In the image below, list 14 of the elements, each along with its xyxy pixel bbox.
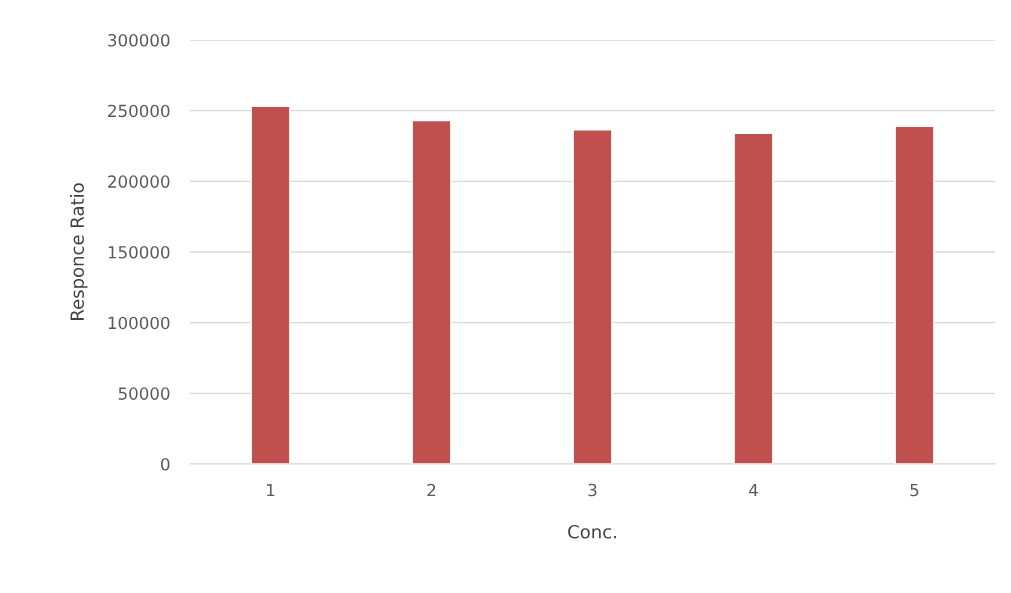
y-tick-label: 200000: [108, 175, 170, 188]
y-axis-title: Responce Ratio: [70, 183, 88, 320]
x-tick-label: 3: [588, 483, 597, 497]
x-axis-title: Conc.: [568, 524, 616, 539]
y-tick-label: 150000: [108, 245, 170, 259]
y-tick-label: 0: [161, 457, 170, 471]
y-tick-label: 300000: [108, 33, 170, 47]
x-tick-label: 5: [910, 483, 919, 497]
y-tick-label: 50000: [118, 387, 170, 400]
y-tick-label: 100000: [108, 316, 170, 330]
x-tick-label: 4: [749, 483, 758, 497]
x-tick-label: 1: [267, 483, 275, 497]
y-tick-label: 250000: [108, 104, 170, 118]
x-tick-label: 2: [427, 483, 436, 497]
